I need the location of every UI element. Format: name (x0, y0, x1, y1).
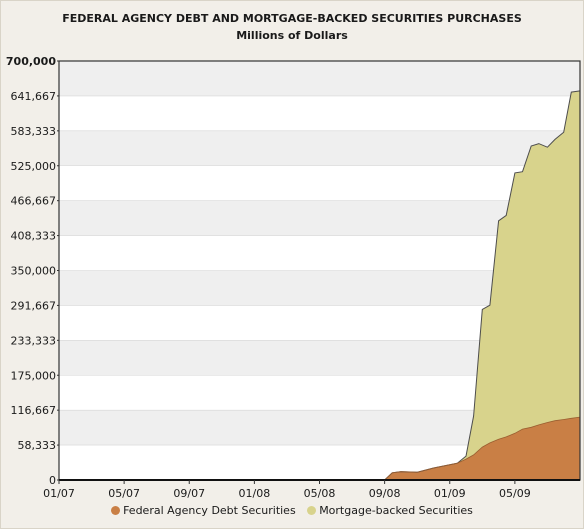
x-tick-label: 05/08 (304, 487, 336, 500)
y-tick-label: 175,000 (11, 369, 57, 382)
legend-label-mbs: Mortgage-backed Securities (319, 504, 473, 517)
chart-subtitle: Millions of Dollars (236, 29, 348, 42)
legend-item-agency: Federal Agency Debt Securities (111, 504, 296, 517)
x-tick-label: 05/09 (499, 487, 531, 500)
y-tick-label: 350,000 (11, 265, 57, 278)
grid-band (59, 130, 580, 166)
x-tick-label: 01/08 (239, 487, 271, 500)
y-tick-label: 408,333 (11, 230, 57, 243)
y-tick-label: 641,667 (11, 90, 57, 103)
chart-title: FEDERAL AGENCY DEBT AND MORTGAGE-BACKED … (62, 12, 522, 25)
legend-label-agency: Federal Agency Debt Securities (123, 504, 296, 517)
legend-swatch-agency (111, 506, 121, 515)
y-tick-label: 58,333 (18, 439, 57, 452)
y-tick-label: 525,000 (11, 160, 57, 173)
y-tick-label: 583,333 (11, 125, 57, 138)
x-tick-label: 01/07 (43, 487, 75, 500)
y-tick-label: 0 (49, 474, 56, 487)
y-tick-label: 291,667 (11, 299, 57, 312)
x-tick-label: 01/09 (434, 487, 466, 500)
legend-swatch-mbs (307, 506, 317, 515)
y-tick-label: 466,667 (11, 195, 57, 208)
series-area-agency-debt (59, 417, 580, 480)
x-tick-label: 09/07 (173, 487, 205, 500)
x-tick-label: 09/08 (369, 487, 401, 500)
grid-band (59, 61, 580, 96)
x-tick-label: 05/07 (108, 487, 140, 500)
y-tick-label: 700,000 (6, 55, 56, 68)
grid-band (59, 200, 580, 236)
y-tick-label: 233,333 (11, 334, 57, 347)
y-tick-label: 116,667 (11, 404, 57, 417)
legend-item-mbs: Mortgage-backed Securities (307, 504, 473, 517)
series-line-agency-debt (59, 416, 581, 481)
legend: Federal Agency Debt Securities Mortgage-… (0, 504, 584, 517)
